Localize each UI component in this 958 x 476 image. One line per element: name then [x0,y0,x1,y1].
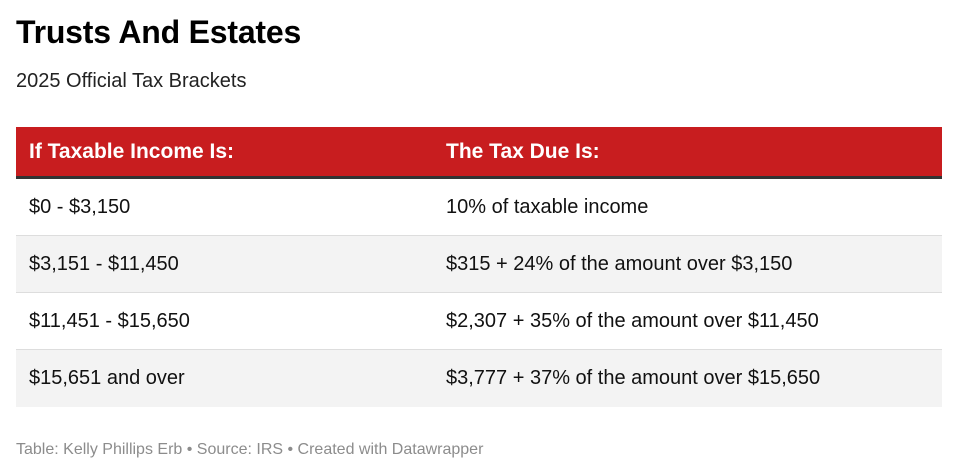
tax-due-cell: $315 + 24% of the amount over $3,150 [446,252,793,275]
tax-due-cell: $3,777 + 37% of the amount over $15,650 [446,367,821,389]
column-header-taxable-income: If Taxable Income Is: [29,139,235,163]
taxable-income-cell: $0 - $3,150 [29,195,131,218]
taxable-income-cell: $15,651 and over [29,367,185,389]
page-title: Trusts And Estates [16,14,302,50]
column-header-tax-due: The Tax Due Is: [446,139,600,163]
table-row: $15,651 and over $3,777 + 37% of the amo… [16,350,942,407]
page-subtitle: 2025 Official Tax Brackets [16,70,247,92]
table-row: $11,451 - $15,650 $2,307 + 35% of the am… [16,293,942,350]
taxable-income-cell: $11,451 - $15,650 [29,309,190,332]
source-credit: Table: Kelly Phillips Erb • Source: IRS … [16,441,484,458]
table-header-row: If Taxable Income Is: The Tax Due Is: [16,127,942,179]
tax-due-cell: 10% of taxable income [446,195,649,218]
table-row: $3,151 - $11,450 $315 + 24% of the amoun… [16,236,942,293]
tax-bracket-table: If Taxable Income Is: The Tax Due Is: $0… [16,127,942,407]
taxable-income-cell: $3,151 - $11,450 [29,252,179,275]
table-row: $0 - $3,150 10% of taxable income [16,179,942,236]
tax-due-cell: $2,307 + 35% of the amount over $11,450 [446,309,819,332]
